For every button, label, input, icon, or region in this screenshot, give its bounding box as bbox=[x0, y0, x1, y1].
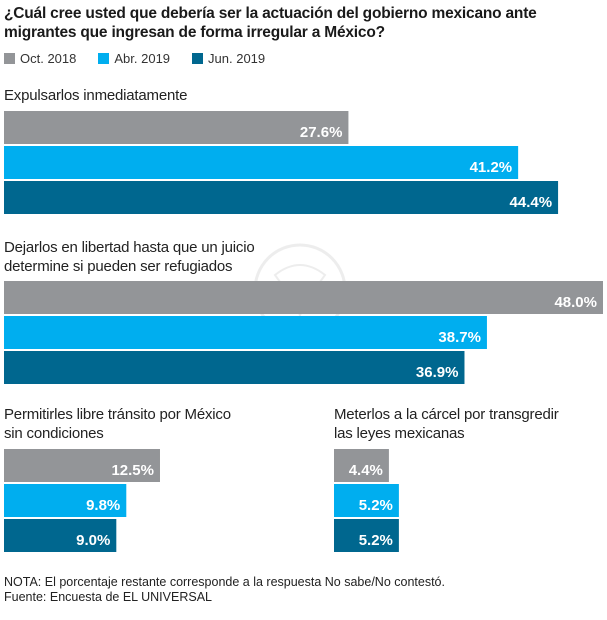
category-label-expulsarlos: Expulsarlos inmediatamente bbox=[4, 86, 187, 105]
bar-2-0 bbox=[4, 449, 160, 482]
bar-value-label: 12.5% bbox=[111, 462, 154, 479]
legend-label: Abr. 2019 bbox=[114, 51, 171, 66]
bar-value-label: 44.4% bbox=[510, 194, 553, 211]
legend-item-jun-2019: Jun. 2019 bbox=[192, 51, 265, 66]
category-label-carcel: Meterlos a la cárcel por transgredir las… bbox=[334, 405, 559, 443]
bar-1-1 bbox=[4, 316, 487, 349]
bar-3-1 bbox=[334, 484, 399, 517]
category-label-libertad: Dejarlos en libertad hasta que un juicio… bbox=[4, 238, 255, 276]
category-label-line: Meterlos a la cárcel por transgredir bbox=[334, 406, 559, 423]
chart-notes: NOTA: El porcentaje restante corresponde… bbox=[4, 575, 445, 605]
legend-item-abr-2019: Abr. 2019 bbox=[98, 51, 170, 66]
source-text: Fuente: Encuesta de EL UNIVERSAL bbox=[4, 590, 212, 604]
category-label-line: Expulsarlos inmediatamente bbox=[4, 87, 188, 104]
legend-swatch bbox=[192, 53, 204, 64]
bar-value-label: 36.9% bbox=[416, 364, 459, 381]
legend-swatch bbox=[98, 53, 110, 64]
category-label-line: Dejarlos en libertad hasta que un juicio bbox=[4, 239, 255, 256]
bar-value-label: 48.0% bbox=[554, 294, 597, 311]
bar-value-label: 38.7% bbox=[438, 329, 481, 346]
legend-swatch bbox=[4, 53, 15, 64]
legend-label: Oct. 2018 bbox=[20, 51, 77, 66]
bar-value-label: 9.8% bbox=[86, 497, 120, 514]
bar-1-2 bbox=[4, 351, 465, 384]
bar-1-0 bbox=[4, 281, 603, 314]
legend-label: Jun. 2019 bbox=[208, 51, 266, 66]
category-label-line: Permitirles libre tránsito por México bbox=[4, 406, 231, 423]
bar-value-label: 41.2% bbox=[470, 159, 513, 176]
category-label-line: las leyes mexicanas bbox=[334, 425, 465, 442]
bar-2-2 bbox=[4, 519, 117, 552]
chart-title: ¿Cuál cree usted que debería ser la actu… bbox=[4, 5, 537, 41]
bar-3-2 bbox=[334, 519, 399, 552]
category-label-line: determine si pueden ser refugiados bbox=[4, 258, 233, 275]
bar-2-1 bbox=[4, 484, 127, 517]
bar-value-label: 5.2% bbox=[359, 497, 393, 514]
bar-0-0 bbox=[4, 111, 349, 144]
bar-value-label: 9.0% bbox=[76, 532, 110, 549]
note-text: NOTA: El porcentaje restante corresponde… bbox=[4, 575, 445, 589]
bar-value-label: 27.6% bbox=[300, 124, 343, 141]
bar-value-label: 5.2% bbox=[359, 532, 393, 549]
bar-value-label: 4.4% bbox=[349, 462, 383, 479]
legend: Oct. 2018 Abr. 2019 Jun. 2019 bbox=[4, 51, 265, 66]
legend-item-oct-2018: Oct. 2018 bbox=[4, 51, 76, 66]
category-label-libre-transito: Permitirles libre tránsito por México si… bbox=[4, 405, 231, 443]
category-label-line: sin condiciones bbox=[4, 425, 104, 442]
bar-0-2 bbox=[4, 181, 559, 214]
bar-0-1 bbox=[4, 146, 519, 179]
bar-3-0 bbox=[334, 449, 389, 482]
